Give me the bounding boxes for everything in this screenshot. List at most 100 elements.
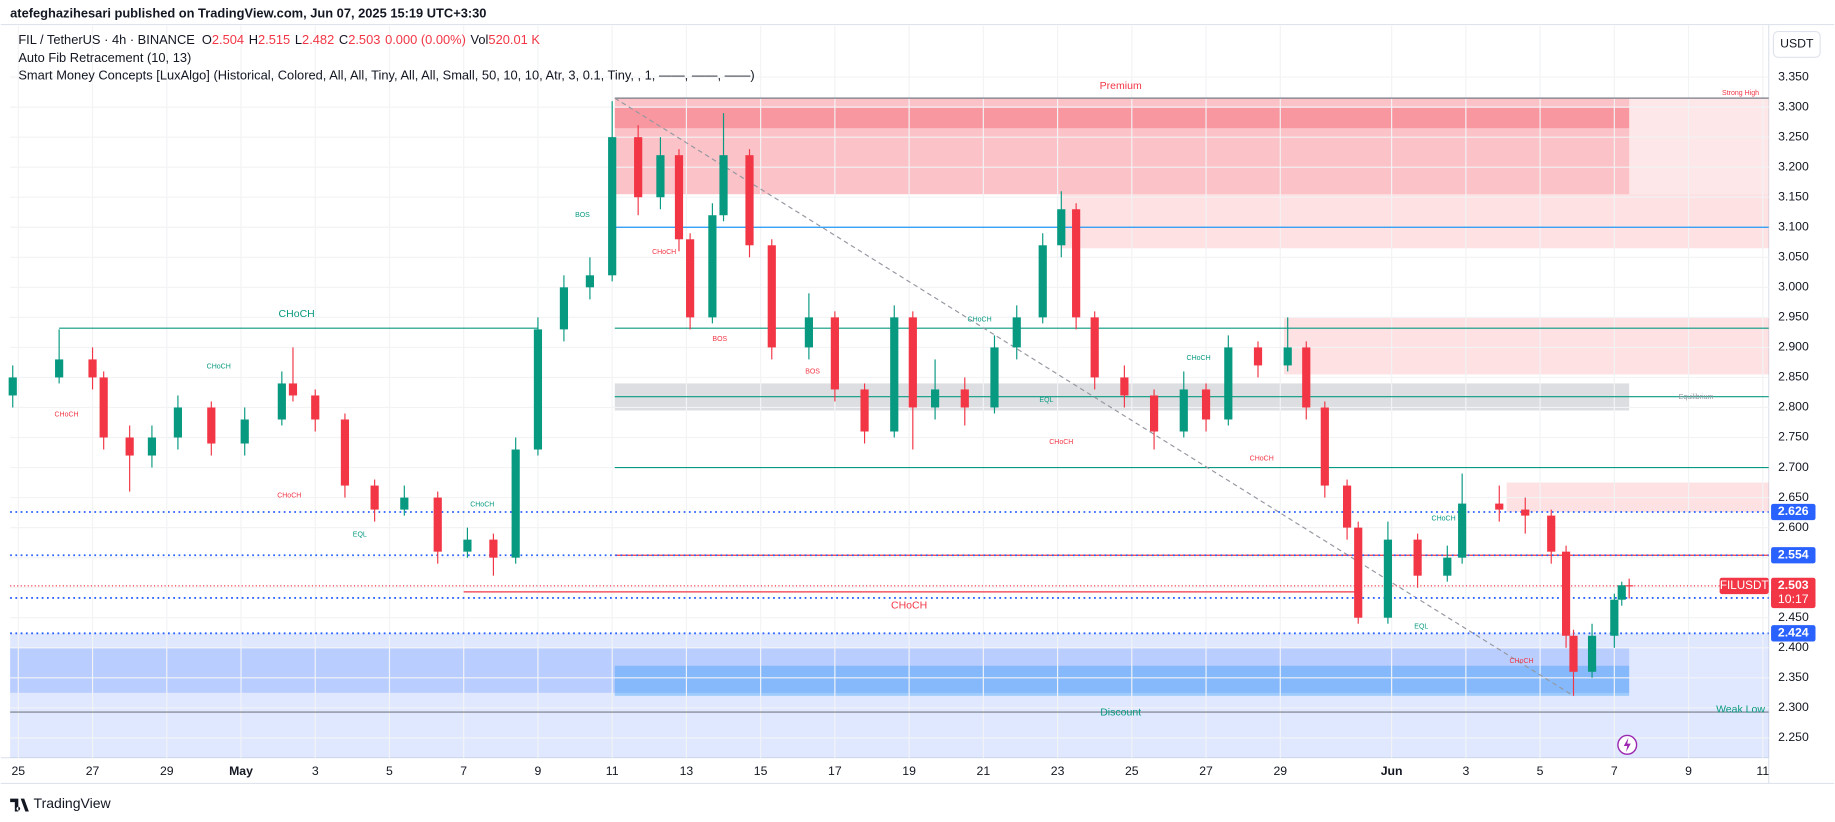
candle-body [1320, 407, 1329, 486]
zone [614, 107, 1630, 129]
x-tick-label: 21 [977, 764, 991, 778]
candle-body [719, 155, 728, 216]
symbol-line: FIL / TetherUS · 4h · BINANCE O2.504 H2.51… [18, 32, 540, 47]
candle-body [1224, 347, 1233, 420]
text-layer: 2.2502.3002.3502.4002.4502.5002.5502.600… [11, 69, 1816, 778]
candle-body [1302, 347, 1311, 408]
current-price-box [1771, 577, 1816, 609]
y-tick-label: 2.850 [1778, 370, 1809, 384]
candle-body [930, 389, 940, 408]
currency-box[interactable] [1772, 30, 1821, 58]
candle-body [1495, 503, 1504, 510]
candle-body [173, 407, 183, 438]
structure-label: CHoCH [968, 317, 992, 324]
h-value: 2.515 [258, 32, 290, 47]
current-price-label: 2.503 [1778, 578, 1809, 592]
level-label: 2.626 [1778, 504, 1809, 518]
symbol-tag [1719, 577, 1769, 595]
candle-body [463, 539, 472, 552]
structure-label: CHoCH [207, 363, 231, 370]
level-label: 2.554 [1778, 547, 1809, 561]
x-tick-label: 17 [828, 764, 842, 778]
y-tick-label: 3.000 [1778, 280, 1809, 294]
candle-body [1383, 539, 1393, 618]
candle-body [708, 215, 717, 318]
structure-label: CHoCH [54, 412, 78, 419]
candle-body [1253, 347, 1263, 366]
structure-line [614, 97, 1574, 697]
y-tick-label: 3.300 [1778, 99, 1809, 113]
candle-body [1038, 245, 1047, 318]
candle-body [559, 287, 569, 330]
candle-body [1354, 527, 1363, 618]
structure-label: CHoCH [1049, 439, 1073, 446]
candle-body [433, 497, 442, 552]
c-label: C [339, 32, 348, 47]
vol-value: 520.01 K [488, 32, 540, 47]
candle-body [1625, 585, 1634, 587]
x-tick-label: 9 [1685, 764, 1692, 778]
level-box [1771, 503, 1816, 521]
zone-label: Discount [1100, 706, 1141, 718]
alert-bolt [1623, 737, 1631, 752]
x-tick-label: 7 [1611, 764, 1618, 778]
candle-body [1201, 389, 1211, 420]
candle-body [340, 419, 350, 486]
structure-label: CHoCH [277, 493, 301, 500]
x-tick-label: 23 [1051, 764, 1065, 778]
x-tick-label: 29 [1273, 764, 1287, 778]
structure-label: EQL [353, 532, 367, 539]
candle-body [88, 359, 97, 378]
x-tick-label: 29 [160, 764, 174, 778]
candle-body [608, 137, 617, 276]
zone [10, 633, 1769, 758]
candle-body [511, 449, 520, 558]
zone [1061, 194, 1769, 249]
candle-body [634, 137, 643, 198]
x-tick-label: 11 [606, 764, 619, 778]
x-tick-label: 13 [680, 764, 694, 778]
structure-label: EQL [1414, 624, 1428, 631]
zone [10, 647, 1630, 693]
candle-body [533, 329, 543, 450]
level-box [1771, 547, 1816, 564]
y-tick-label: 2.400 [1778, 640, 1809, 654]
x-tick-label: 19 [902, 764, 916, 778]
indicator-fib: Auto Fib Retracement (10, 13) [18, 50, 191, 65]
candle-body [767, 245, 776, 348]
structure-label: CHoCH [1432, 515, 1456, 522]
y-tick-label: 2.650 [1778, 490, 1809, 504]
candle-body [674, 155, 684, 240]
candle-body [1012, 317, 1021, 348]
candle-body [277, 383, 286, 420]
candle-body [1283, 347, 1292, 366]
candle-body [1120, 377, 1129, 396]
candle-body [585, 275, 594, 288]
symbol-tag-label: FILUSDT [1720, 579, 1769, 592]
lines-layer [10, 97, 1769, 713]
y-tick-label: 2.700 [1778, 460, 1809, 474]
c-value: 2.503 [348, 32, 380, 47]
candle-body [55, 359, 64, 378]
zone-label: Strong High [1722, 90, 1759, 97]
countdown: 10:17 [1778, 592, 1809, 606]
h-label: H [249, 32, 258, 47]
zones-layer [10, 98, 1769, 758]
structure-label: CHoCH [1509, 658, 1533, 665]
o-label: O [202, 32, 212, 47]
l-label: L [295, 32, 302, 47]
candle-body [830, 317, 839, 390]
o-value: 2.504 [212, 32, 244, 47]
y-tick-label: 2.350 [1778, 670, 1809, 684]
tv-logo [10, 798, 29, 812]
candle-body [8, 377, 17, 396]
x-tick-label: 27 [86, 764, 100, 778]
candle-body [686, 239, 695, 318]
x-tick-label: 27 [1199, 764, 1213, 778]
y-tick-label: 2.900 [1778, 340, 1809, 354]
candle-body [370, 485, 379, 510]
structure-label: BOS [805, 368, 820, 375]
y-tick-label: 2.950 [1778, 310, 1809, 324]
